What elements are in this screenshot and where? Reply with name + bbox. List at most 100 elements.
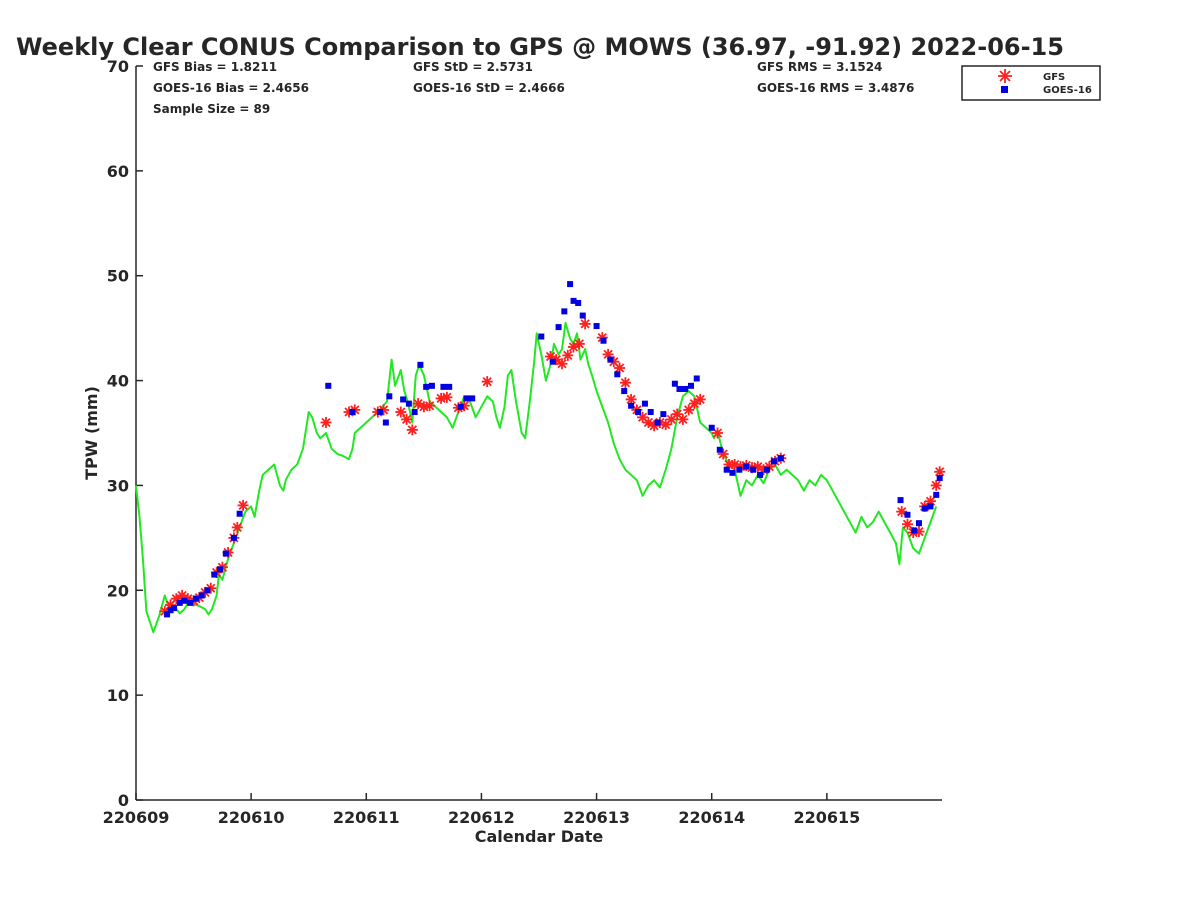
goes-16-point [750, 466, 757, 473]
goes-16-point [716, 446, 723, 453]
goes-16-point [579, 312, 586, 319]
stat-goes-bias: GOES-16 Bias = 2.4656 [153, 81, 309, 95]
gfs-point [424, 400, 436, 412]
stat-goes-rms: GOES-16 RMS = 3.4876 [757, 81, 914, 95]
goes-16-point [446, 383, 453, 390]
goes-16-point [911, 527, 918, 534]
gfs-point [441, 391, 453, 403]
goes-16-point [428, 382, 435, 389]
goes-16-point [423, 383, 430, 390]
goes-16-point [230, 534, 237, 541]
goes-16-point [561, 308, 568, 315]
goes-16-point [192, 595, 199, 602]
goes-16-point [927, 503, 934, 510]
goes-16-point [463, 395, 470, 402]
goes-16-point [763, 466, 770, 473]
goes-16-point [723, 466, 730, 473]
goes-16-point [614, 371, 621, 378]
goes-16-point [676, 385, 683, 392]
goes-16-point [628, 402, 635, 409]
y-tick-label: 70 [107, 57, 129, 76]
goes-16-point [593, 323, 600, 330]
goes-16-point [693, 375, 700, 382]
gfs-point [665, 413, 677, 425]
goes-16-point [729, 469, 736, 476]
gfs-point [320, 417, 332, 428]
y-tick-label: 40 [107, 372, 129, 391]
gfs-point [694, 393, 706, 405]
goes-16-point [770, 458, 777, 465]
goes-16-point [236, 510, 243, 517]
goes-16-point [417, 361, 424, 368]
goes-16-point [757, 471, 764, 478]
goes-16-point [682, 385, 689, 392]
goes-16-point [167, 607, 174, 614]
gfs-point [677, 413, 689, 425]
x-tick-label: 220611 [333, 808, 400, 827]
y-tick-label: 60 [107, 162, 129, 181]
gfs-point [481, 376, 493, 388]
goes-16-point [915, 520, 922, 527]
y-axis-label: TPW (mm) [82, 386, 101, 480]
x-tick-label: 220609 [103, 808, 170, 827]
goes-16-point [469, 395, 476, 402]
stat-gfs-rms: GFS RMS = 3.1524 [757, 60, 882, 74]
legend-box [961, 65, 1101, 101]
goes-16-point [164, 611, 171, 618]
goes-16-point [555, 324, 562, 331]
goes-16-point [349, 409, 356, 416]
series-layer [135, 281, 946, 634]
goes-16-point [382, 419, 389, 426]
goes-16-point [400, 396, 407, 403]
legend-gfs-label: GFS [1043, 72, 1065, 83]
y-tick-label: 20 [107, 581, 129, 600]
goes-16-point [575, 299, 582, 306]
gfs-point [237, 499, 249, 511]
goes-16-point [217, 566, 224, 573]
goes-16-point [211, 571, 218, 578]
legend-goes-label: GOES-16 [1043, 85, 1092, 96]
goes-16-point [457, 403, 464, 410]
goes-16-point [671, 380, 678, 387]
x-tick-label: 220612 [448, 808, 515, 827]
goes-16-point [777, 455, 784, 462]
x-tick-label: 220615 [793, 808, 860, 827]
goes-16-point [660, 411, 667, 418]
goes-16-point [198, 592, 205, 599]
goes-16-point [567, 281, 574, 288]
goes-16-point [736, 466, 743, 473]
y-tick-label: 30 [107, 476, 129, 495]
goes-16-point [204, 587, 211, 594]
legend-goes-marker [1001, 86, 1008, 93]
x-tick-label: 220610 [218, 808, 285, 827]
goes-16-point [600, 337, 607, 344]
gfs-point [556, 358, 568, 370]
goes-16-point [377, 409, 384, 416]
goes-16-point [187, 599, 194, 606]
y-tick-label: 50 [107, 267, 129, 286]
gfs-point [579, 318, 591, 330]
goes-16-point [904, 511, 911, 518]
goes-16-point [621, 388, 628, 395]
x-tick-label: 220614 [678, 808, 745, 827]
gfs-point [395, 406, 407, 418]
goes-16-point [936, 475, 943, 482]
goes-16-point [549, 358, 556, 365]
goes-16-point [687, 382, 694, 389]
gfs-point [688, 398, 700, 410]
goes-16-point [933, 491, 940, 498]
goes-16-point [222, 550, 229, 557]
gfs-point [671, 408, 683, 420]
goes-16-point [743, 463, 750, 470]
goes-16-point [325, 382, 332, 389]
plot-area: 0 10 20 30 40 50 60 70 220609 220610 220611 220612… [103, 57, 946, 827]
legend: GFS GOES-16 [961, 65, 1101, 101]
gfs-point [619, 377, 631, 389]
gfs-point [562, 349, 574, 361]
stat-gfs-bias: GFS Bias = 1.8211 [153, 60, 277, 74]
goes-16-point [170, 605, 177, 612]
goes-16-point [405, 400, 412, 407]
gfs-point [573, 338, 585, 350]
y-tick-label: 10 [107, 686, 129, 705]
